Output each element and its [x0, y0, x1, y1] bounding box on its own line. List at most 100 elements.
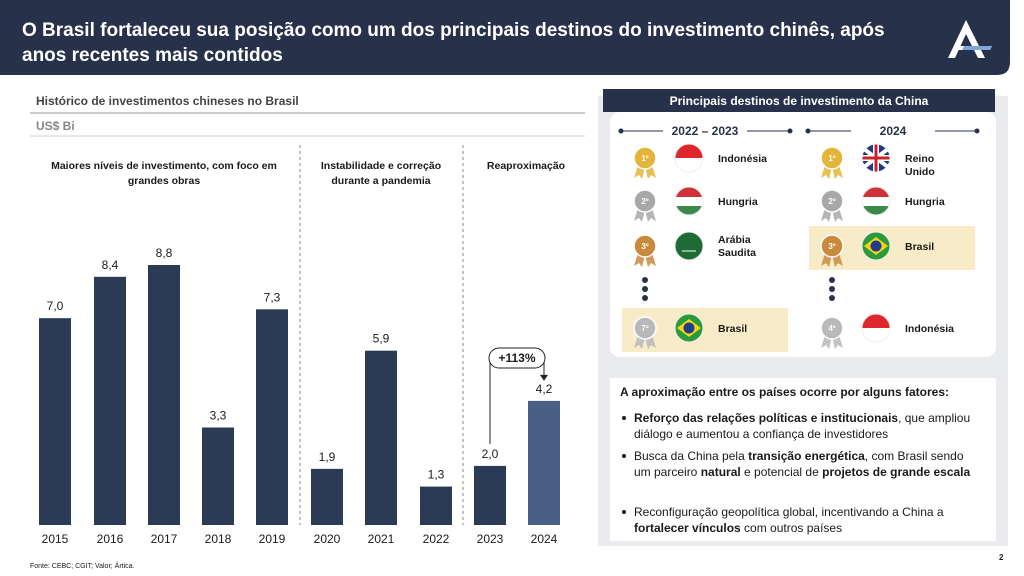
flag-ring: [674, 143, 704, 173]
growth-box: [488, 347, 546, 369]
header-bg: [663, 124, 747, 138]
factor-segment: transição energética: [748, 449, 865, 463]
factor-segment: , com Brasil sendo um parceiro: [634, 449, 964, 479]
flag: [862, 144, 890, 172]
country: Brasil: [718, 323, 748, 335]
slide-title: O Brasil fortaleceu sua posição como um …: [22, 20, 885, 66]
panel-inner: [610, 112, 996, 357]
x-tick-label: 2019: [259, 532, 286, 546]
ellipsis-dot: [829, 277, 835, 283]
bar: [365, 350, 397, 525]
flag: [862, 187, 890, 215]
flag: [862, 314, 890, 342]
factor-segment: com outros países: [740, 521, 843, 535]
factor: Reconfiguração geopolítica global, incen…: [634, 504, 979, 536]
value-label: 4,2: [536, 382, 553, 396]
chart-unit: US$ Bi: [36, 119, 75, 133]
flag-part: [675, 158, 703, 172]
panel-title: Principais destinos de investimento da C…: [669, 94, 929, 108]
country: Arábia Saudita: [718, 234, 756, 259]
medal-rank: 2º: [641, 197, 648, 206]
x-tick-label: 2023: [477, 532, 504, 546]
bullet: [622, 416, 626, 420]
factor-segment: Reconfiguração geopolítica global, incen…: [634, 505, 944, 519]
medal-rank: 1º: [828, 154, 835, 163]
medal: [820, 146, 844, 170]
value-label: 8,8: [156, 246, 173, 260]
period-label: Maiores níveis de investimento, com foco…: [51, 160, 277, 187]
flag: [675, 187, 703, 215]
factor-segment: Reforço das relações políticas e institu…: [634, 411, 899, 425]
medal-ribbon: [821, 335, 843, 349]
flag-ring: [861, 313, 891, 343]
column-header: 2022 – 2023: [672, 124, 739, 138]
country: Hungria: [718, 196, 758, 208]
medal: [633, 234, 657, 258]
medal-rank: 4º: [828, 324, 835, 333]
logo-accent: [962, 46, 992, 50]
header-band: [0, 0, 1010, 75]
bar: [256, 309, 288, 525]
medal-ribbon: [634, 208, 656, 222]
ellipsis-dot: [642, 295, 648, 301]
flag: [675, 314, 703, 342]
flag-part: [675, 144, 703, 158]
factor-segment: fortalecer vínculos: [634, 521, 741, 535]
medal-rank: 3º: [641, 242, 648, 251]
bar: [474, 465, 506, 525]
country: Indonésia: [718, 153, 768, 165]
column-header: 2024: [880, 124, 907, 138]
flag-part: [862, 206, 890, 215]
x-tick-label: 2024: [531, 532, 558, 546]
flag-part: [862, 144, 890, 172]
medal-rank: 3º: [828, 242, 835, 251]
header-bg: [851, 124, 935, 138]
ellipsis-dot: [642, 277, 648, 283]
country: Hungria: [905, 196, 945, 208]
x-tick-label: 2022: [423, 532, 450, 546]
panel-title-bar: [603, 89, 995, 112]
flag-ring: [674, 313, 704, 343]
panel-factors: [610, 378, 996, 541]
arrow-head: [540, 374, 548, 381]
bar: [94, 276, 126, 525]
factor-segment: projetos de grande escala: [822, 465, 971, 479]
chart-title: Histórico de investimentos chineses no B…: [36, 94, 299, 108]
medal: [633, 189, 657, 213]
medal-ribbon: [634, 165, 656, 179]
period-label: Reaproximação: [486, 160, 566, 172]
factor: Reforço das relações políticas e institu…: [634, 410, 979, 442]
flag-ring: [674, 186, 704, 216]
medal: [633, 146, 657, 170]
medal-ribbon: [821, 208, 843, 222]
country: Brasil: [905, 241, 935, 253]
factor-segment: Busca da China pela: [634, 449, 749, 463]
flag-part: [675, 197, 703, 206]
medal-rank: 1º: [641, 154, 648, 163]
value-label: 5,9: [373, 332, 390, 346]
flag: [675, 144, 703, 172]
flag-part: [862, 187, 890, 197]
x-tick-label: 2018: [205, 532, 232, 546]
value-label: 7,0: [47, 299, 64, 313]
header-dot: [974, 128, 980, 134]
ellipsis-dot: [829, 295, 835, 301]
flag-ring: [861, 143, 891, 173]
flag-part: [675, 232, 703, 260]
flag-part: [862, 314, 890, 328]
country: Indonésia: [905, 323, 955, 335]
source: Fonte: CEBC; CGIT; Valor; Ártica.: [30, 563, 135, 570]
flag-ring: [674, 231, 704, 261]
medal-ribbon: [821, 253, 843, 267]
country: Reino Unido: [905, 153, 935, 178]
medal: [820, 316, 844, 340]
bullet: [622, 510, 626, 514]
factor-segment: , que ampliou diálogo e aumentou a confi…: [634, 411, 971, 441]
medal-ribbon: [634, 335, 656, 349]
x-tick-label: 2016: [97, 532, 124, 546]
value-label: 1,3: [428, 468, 445, 482]
medal: [820, 189, 844, 213]
flag-part: [675, 187, 703, 197]
bullet: [622, 454, 626, 458]
